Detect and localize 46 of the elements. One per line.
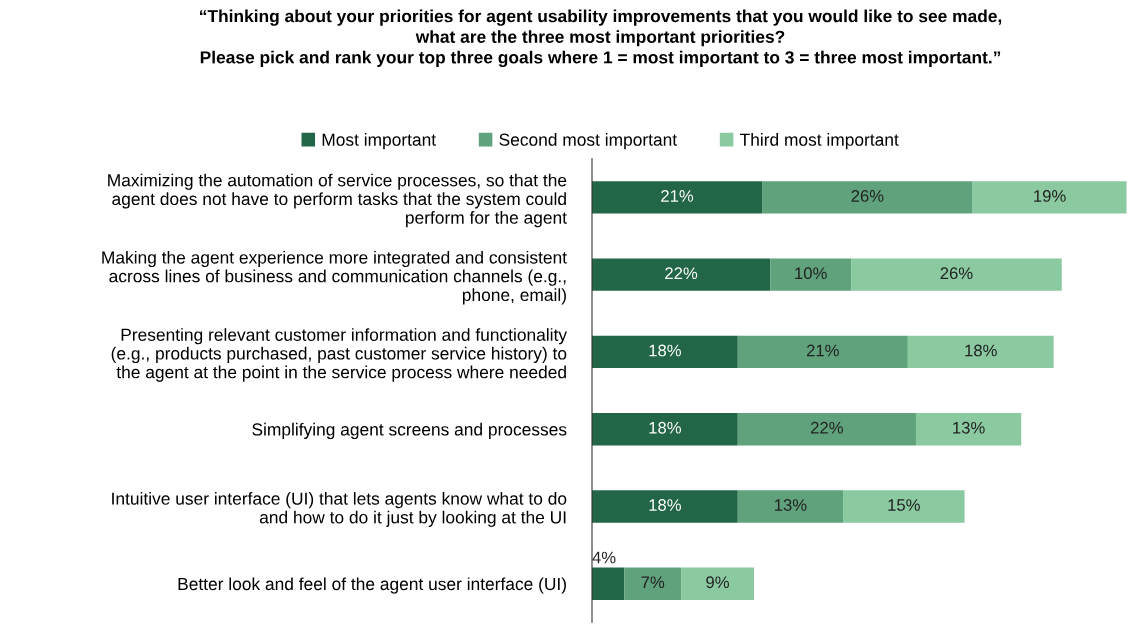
y-tick-label: Maximizing the automation of service processes, so that the agent does not have to perform tasks that the system could perform for the agent <box>108 173 567 228</box>
bar <box>592 181 763 214</box>
bar <box>915 412 1022 446</box>
bar <box>592 490 738 523</box>
data-label: 15% <box>888 499 920 511</box>
legend-label: Second most important <box>499 133 677 150</box>
data-label: 13% <box>953 421 985 434</box>
data-label: 18% <box>649 499 681 511</box>
data-label: 26% <box>851 190 884 202</box>
bar <box>972 181 1127 214</box>
bar <box>843 490 965 523</box>
y-tick-label: Intuitive user interface (UI) that lets agents know what to do and how to do it just by looking at the UI <box>112 492 567 527</box>
data-label: 9% <box>706 576 729 589</box>
bar <box>762 181 973 214</box>
chart-title: “Thinking about your priorities for agent usability improvements that you would like to see made, what are the three most important priorities? Please pick and rank your top three goals where 1 = most important to 3 = three most important.” <box>200 9 1002 68</box>
data-label: 18% <box>649 344 681 357</box>
bar <box>592 412 738 446</box>
data-label: 21% <box>806 344 839 357</box>
data-label: 7% <box>641 576 665 589</box>
y-tick-label: Presenting relevant customer information and functionality (e.g., products purchased, past customer service history) to the agent at the point in the service process where needed <box>111 328 567 382</box>
data-label: 22% <box>665 267 698 280</box>
data-label: 22% <box>811 421 843 434</box>
data-label: 21% <box>661 190 694 202</box>
bar <box>737 490 844 523</box>
bar <box>770 258 852 291</box>
data-label: 18% <box>649 421 681 434</box>
bar <box>737 335 908 369</box>
y-tick-label: Simplifying agent screens and processes <box>252 422 567 440</box>
y-tick-label: Better look and feel of the agent user interface (UI) <box>178 577 566 594</box>
data-label: 18% <box>965 344 997 357</box>
bar <box>907 335 1054 369</box>
legend-label: Most important <box>322 133 436 150</box>
bar <box>737 412 916 446</box>
data-label: 19% <box>1034 190 1066 202</box>
y-tick-label: Making the agent experience more integrated and consistent across lines of business and communication channels (e.g., phone, email) <box>102 250 567 305</box>
legend-label: Third most important <box>740 133 899 150</box>
data-label: 10% <box>795 267 827 280</box>
bar <box>681 567 754 600</box>
bar <box>592 335 738 369</box>
bar <box>592 258 771 291</box>
data-label: 13% <box>775 499 807 511</box>
data-label: 26% <box>940 267 973 280</box>
bar <box>851 258 1062 291</box>
bar <box>592 567 625 600</box>
bar <box>624 567 682 600</box>
data-label: 4% <box>592 551 616 564</box>
